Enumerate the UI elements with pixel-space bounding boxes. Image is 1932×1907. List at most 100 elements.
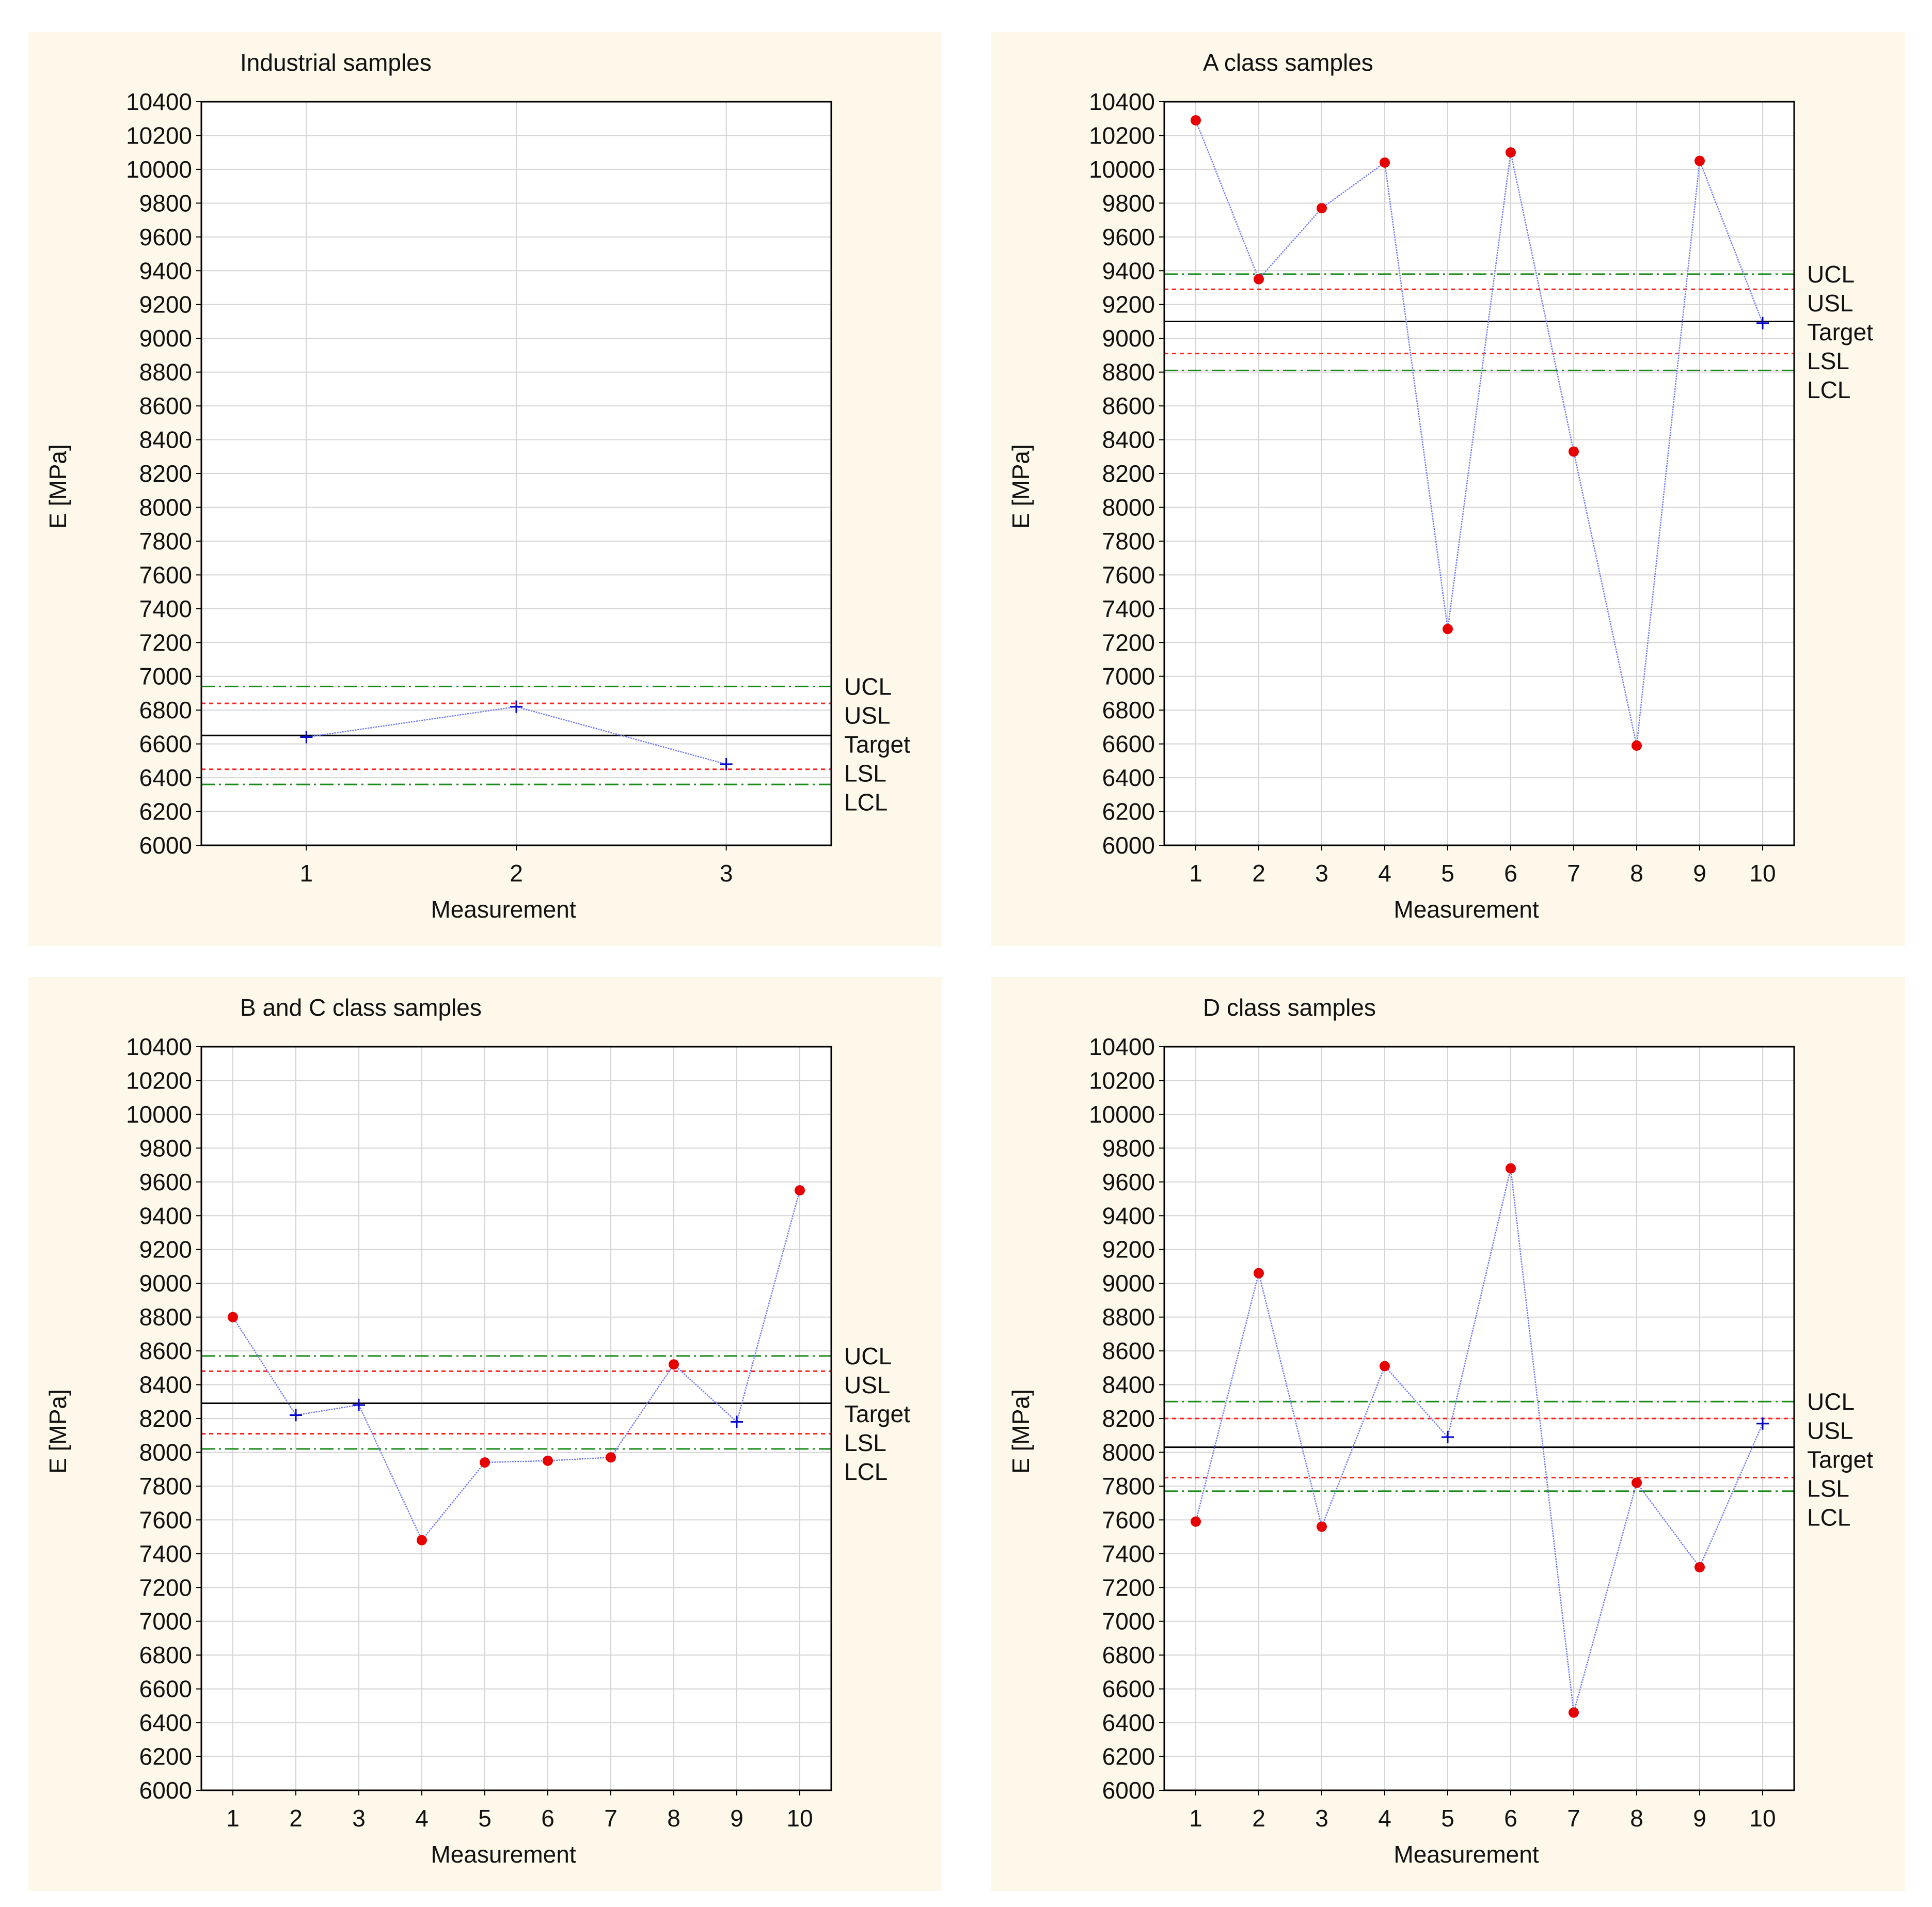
y-tick-label: 7200 — [139, 629, 192, 656]
y-tick-label: 7400 — [1102, 1540, 1155, 1567]
x-tick-label: 8 — [1630, 860, 1643, 887]
data-point-out-of-control — [1569, 1707, 1579, 1718]
x-tick-label: 3 — [720, 860, 733, 887]
x-tick-label: 6 — [541, 1805, 555, 1832]
data-point-in-control — [1756, 1417, 1769, 1430]
limit-label-lsl: LSL — [844, 1429, 886, 1456]
y-tick-label: 7000 — [139, 663, 192, 690]
limit-label-usl: USL — [844, 702, 890, 729]
x-tick-label: 1 — [226, 1805, 240, 1832]
chart-svg: 6000620064006600680070007200740076007800… — [126, 1033, 910, 1832]
limit-label-lcl: LCL — [844, 789, 888, 815]
limit-label-lsl: LSL — [1807, 348, 1849, 374]
y-tick-label: 6800 — [1102, 1642, 1155, 1668]
y-tick-label: 6200 — [1102, 1743, 1155, 1770]
limit-label-lsl: LSL — [844, 760, 886, 786]
x-tick-label: 7 — [604, 1805, 617, 1832]
y-tick-label: 10000 — [1089, 156, 1155, 183]
data-point-out-of-control — [1506, 147, 1516, 158]
y-tick-label: 6000 — [1102, 1777, 1155, 1804]
x-tick-label: 4 — [415, 1805, 429, 1832]
y-tick-label: 6600 — [1102, 731, 1155, 758]
y-tick-label: 10400 — [1089, 88, 1155, 115]
limit-label-ucl: UCL — [1807, 1388, 1855, 1415]
limit-label-lsl: LSL — [1807, 1475, 1849, 1502]
y-tick-label: 8000 — [1102, 494, 1155, 521]
data-point-out-of-control — [1254, 274, 1264, 285]
y-tick-label: 8400 — [1102, 427, 1155, 453]
x-tick-label: 4 — [1378, 860, 1391, 887]
y-tick-label: 10000 — [1089, 1101, 1155, 1128]
x-tick-label: 2 — [1252, 860, 1265, 887]
chart-title: A class samples — [1203, 49, 1373, 76]
limit-label-target: Target — [844, 731, 910, 758]
y-tick-label: 8600 — [1102, 1337, 1155, 1364]
x-tick-label: 1 — [1189, 860, 1202, 887]
chart-svg: 6000620064006600680070007200740076007800… — [1089, 1033, 1873, 1832]
x-tick-label: 5 — [1441, 1805, 1454, 1832]
limit-label-target: Target — [1807, 319, 1873, 345]
y-tick-label: 6800 — [1102, 697, 1155, 723]
data-point-in-control — [1442, 1431, 1454, 1443]
y-tick-label: 8600 — [139, 1337, 192, 1364]
data-point-out-of-control — [543, 1455, 553, 1466]
y-tick-label: 9200 — [1102, 1236, 1155, 1263]
y-tick-label: 10200 — [1089, 122, 1155, 149]
data-point-out-of-control — [1569, 446, 1579, 457]
limit-label-lcl: LCL — [1807, 1504, 1850, 1531]
x-tick-label: 5 — [478, 1805, 492, 1832]
limit-label-usl: USL — [1807, 290, 1853, 317]
plot-frame — [1163, 1046, 1795, 1791]
plot-frame — [200, 101, 832, 846]
series-line — [1195, 120, 1764, 746]
limit-label-ucl: UCL — [844, 673, 892, 700]
y-tick-label: 6600 — [139, 731, 192, 758]
y-tick-label: 8600 — [139, 392, 192, 419]
x-tick-label: 3 — [1315, 860, 1328, 887]
y-tick-label: 8200 — [1102, 460, 1155, 487]
y-tick-label: 8600 — [1102, 392, 1155, 419]
x-tick-label: 4 — [1378, 1805, 1391, 1832]
y-tick-label: 8800 — [1102, 1304, 1155, 1331]
y-tick-label: 9600 — [139, 224, 192, 250]
data-point-out-of-control — [669, 1359, 679, 1370]
y-tick-label: 7200 — [139, 1574, 192, 1601]
chart-svg: 6000620064006600680070007200740076007800… — [1089, 88, 1873, 887]
x-tick-label: 8 — [667, 1805, 680, 1832]
y-tick-label: 7400 — [139, 1540, 192, 1567]
data-point-out-of-control — [606, 1452, 616, 1463]
data-point-out-of-control — [1254, 1268, 1264, 1279]
y-tick-label: 7000 — [1102, 663, 1155, 690]
x-tick-label: 1 — [300, 860, 313, 887]
limit-label-target: Target — [844, 1400, 910, 1427]
y-tick-label: 8400 — [139, 427, 192, 453]
y-tick-label: 9400 — [1102, 257, 1155, 284]
data-point-out-of-control — [1380, 1361, 1390, 1372]
y-tick-label: 7000 — [1102, 1608, 1155, 1635]
y-tick-label: 7600 — [139, 561, 192, 588]
x-tick-label: 9 — [730, 1805, 743, 1832]
y-axis-label: E [MPa] — [44, 1389, 71, 1474]
y-tick-label: 6600 — [139, 1676, 192, 1703]
y-tick-label: 7800 — [139, 1473, 192, 1500]
limit-label-usl: USL — [844, 1372, 890, 1398]
y-tick-label: 9400 — [139, 1202, 192, 1229]
y-tick-label: 10000 — [126, 1101, 192, 1128]
y-tick-label: 6000 — [1102, 832, 1155, 859]
y-tick-label: 9000 — [1102, 1270, 1155, 1297]
y-tick-label: 7400 — [1102, 595, 1155, 622]
y-tick-label: 6200 — [139, 798, 192, 825]
data-point-in-control — [1756, 317, 1769, 329]
y-tick-label: 9200 — [1102, 291, 1155, 318]
y-tick-label: 6800 — [139, 1642, 192, 1668]
y-tick-label: 6400 — [139, 764, 192, 791]
y-tick-label: 9800 — [139, 1134, 192, 1161]
x-axis-label: Measurement — [431, 896, 576, 923]
y-tick-label: 7800 — [1102, 528, 1155, 555]
limit-label-usl: USL — [1807, 1417, 1853, 1444]
series-line — [1195, 1168, 1764, 1713]
y-axis-label: E [MPa] — [1007, 1389, 1034, 1474]
y-tick-label: 8200 — [1102, 1405, 1155, 1432]
y-tick-label: 8800 — [1102, 359, 1155, 386]
x-tick-label: 3 — [1315, 1805, 1328, 1832]
